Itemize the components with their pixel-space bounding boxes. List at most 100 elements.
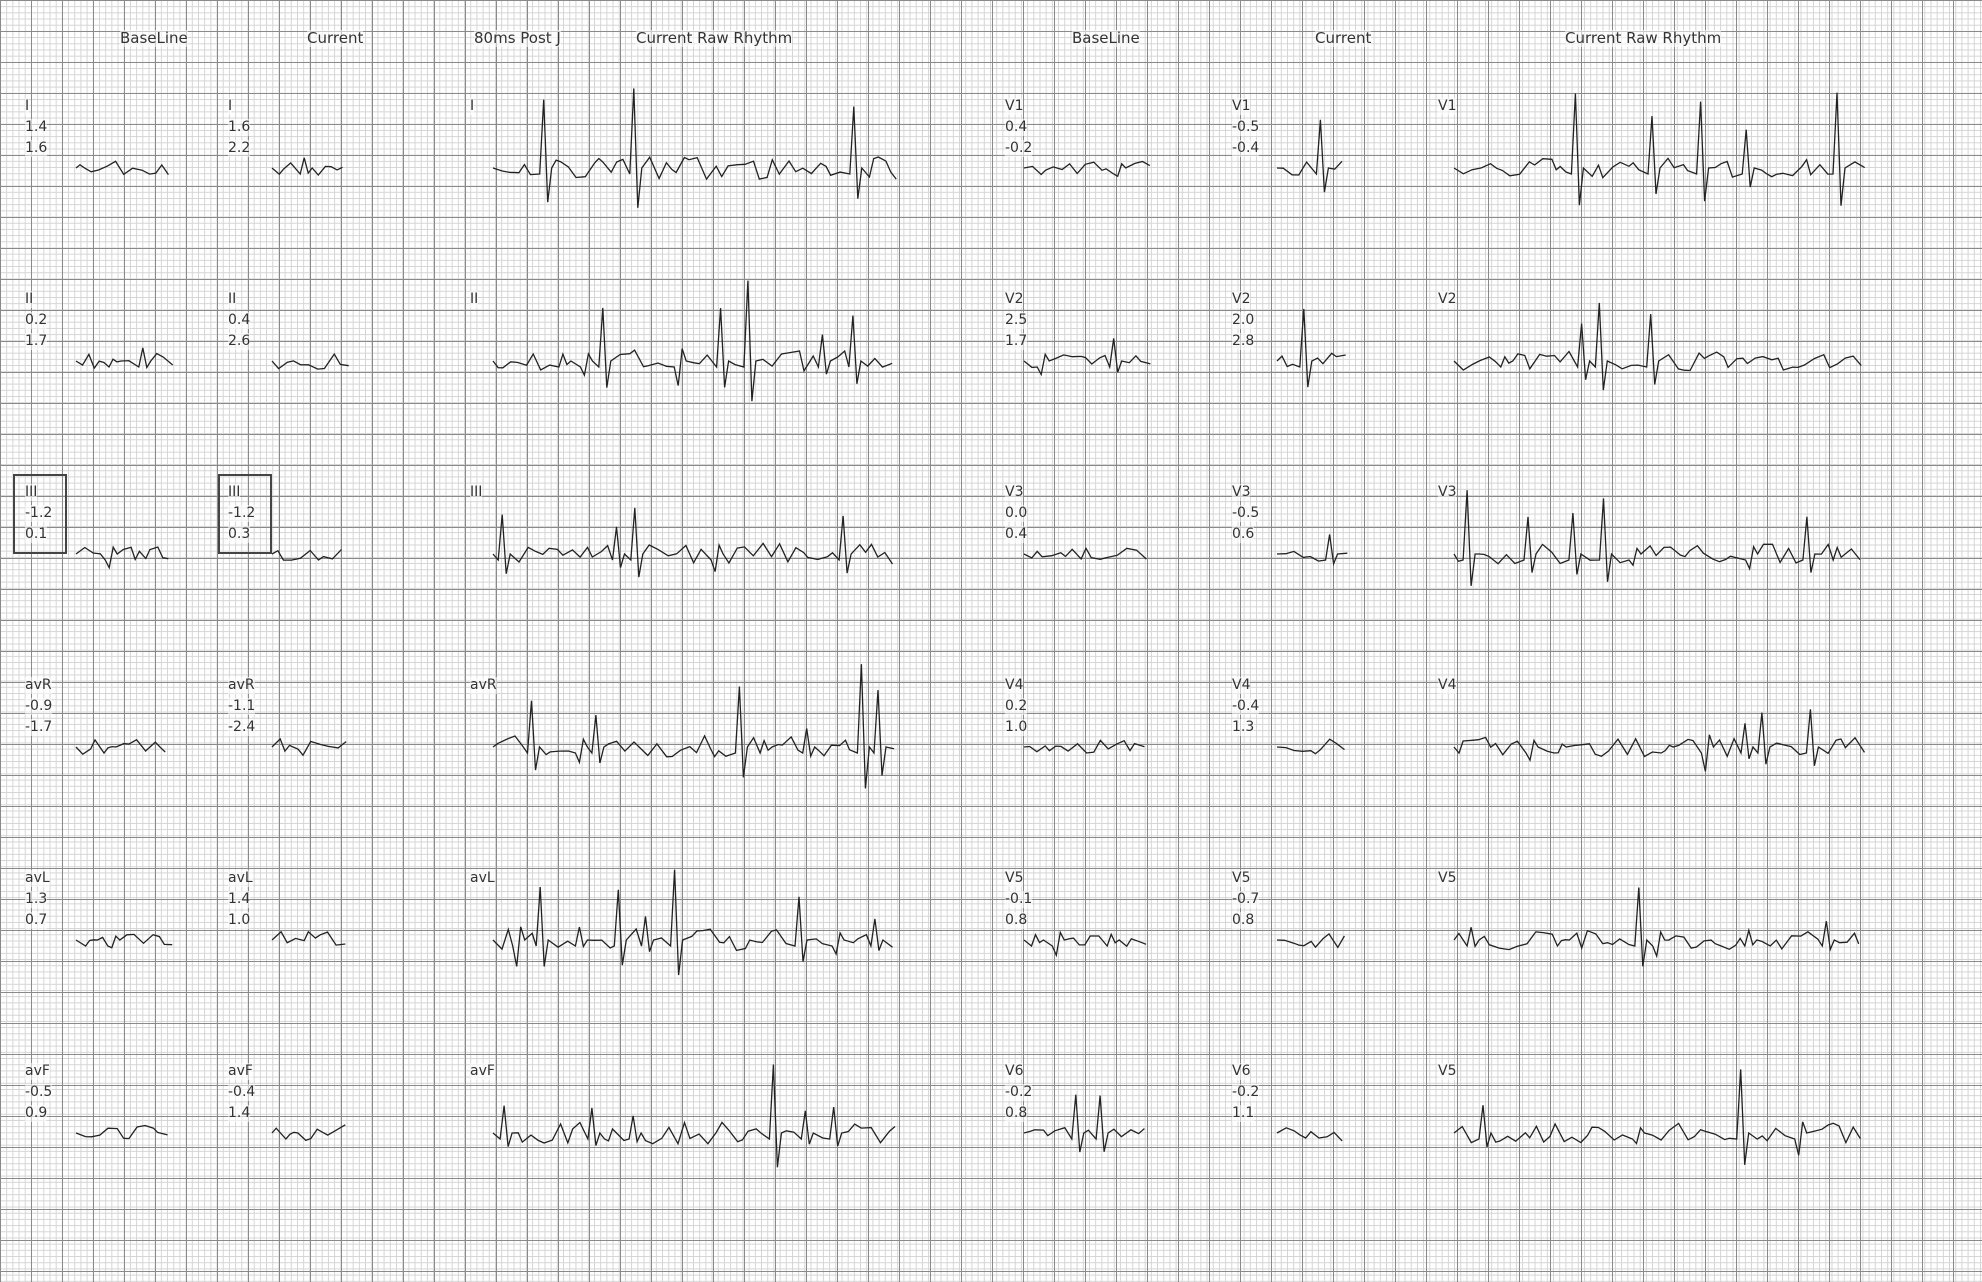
current-value: -0.4 bbox=[1232, 698, 1260, 715]
lead-label: V3 bbox=[1232, 484, 1251, 501]
baseline-value: 0.4 bbox=[1005, 119, 1028, 136]
ecg-trace bbox=[1023, 930, 1147, 958]
lead-label: V5 bbox=[1232, 870, 1251, 887]
lead-label: I bbox=[25, 98, 30, 115]
baseline-value: 0.2 bbox=[25, 312, 48, 329]
baseline-value: 1.6 bbox=[25, 140, 48, 157]
ecg-trace bbox=[1453, 709, 1866, 772]
lead-label: V5 bbox=[1005, 870, 1024, 887]
column-header: Current Raw Rhythm bbox=[636, 29, 793, 47]
lead-label: avF bbox=[228, 1063, 253, 1080]
lead-label: avL bbox=[228, 870, 253, 887]
ecg-trace bbox=[271, 549, 342, 561]
ecg-trace bbox=[75, 347, 174, 370]
lead-label: I bbox=[228, 98, 233, 115]
ecg-trace bbox=[1276, 534, 1348, 567]
baseline-value: 0.7 bbox=[25, 912, 48, 929]
current-value: 0.3 bbox=[228, 526, 251, 543]
baseline-value: 0.1 bbox=[25, 526, 48, 543]
ecg-trace bbox=[1453, 302, 1862, 391]
column-header: 80ms Post J bbox=[474, 29, 561, 47]
lead-label: V2 bbox=[1438, 291, 1457, 308]
lead-label: II bbox=[228, 291, 237, 308]
ecg-trace bbox=[1023, 546, 1147, 561]
baseline-value: -0.2 bbox=[1005, 140, 1033, 157]
lead-label: V3 bbox=[1005, 484, 1024, 501]
ecg-trace bbox=[75, 545, 169, 570]
lead-label: III bbox=[470, 484, 483, 501]
ecg-trace bbox=[75, 160, 169, 176]
column-header: Current Raw Rhythm bbox=[1565, 29, 1722, 47]
ecg-trace bbox=[1453, 490, 1861, 586]
current-value: 1.3 bbox=[1232, 719, 1255, 736]
baseline-value: 1.7 bbox=[1005, 333, 1028, 350]
lead-label: V6 bbox=[1232, 1063, 1251, 1080]
current-value: -1.2 bbox=[228, 505, 256, 522]
ecg-trace bbox=[492, 88, 897, 208]
current-value: 1.0 bbox=[228, 912, 251, 929]
current-value: 2.0 bbox=[1232, 312, 1255, 329]
ecg-trace bbox=[271, 1124, 346, 1142]
lead-label: avL bbox=[470, 870, 495, 887]
baseline-value: -0.2 bbox=[1005, 1084, 1033, 1101]
baseline-value: -1.7 bbox=[25, 719, 53, 736]
ecg-trace bbox=[492, 507, 894, 578]
lead-label: V1 bbox=[1005, 98, 1024, 115]
ecg-trace bbox=[1276, 738, 1345, 755]
lead-label: II bbox=[470, 291, 479, 308]
baseline-value: 1.3 bbox=[25, 891, 48, 908]
current-value: 2.2 bbox=[228, 140, 251, 157]
column-header: Current bbox=[307, 29, 364, 47]
lead-label: V4 bbox=[1232, 677, 1251, 694]
lead-label: III bbox=[228, 484, 241, 501]
lead-label: avF bbox=[25, 1063, 50, 1080]
baseline-value: 1.4 bbox=[25, 119, 48, 136]
lead-label: III bbox=[25, 484, 38, 501]
current-value: 0.6 bbox=[1232, 526, 1255, 543]
lead-label: V4 bbox=[1005, 677, 1024, 694]
current-value: 0.8 bbox=[1232, 912, 1255, 929]
current-value: 2.6 bbox=[228, 333, 251, 350]
lead-box bbox=[13, 474, 67, 554]
ecg-trace bbox=[492, 664, 895, 789]
current-value: 1.1 bbox=[1232, 1105, 1255, 1122]
ecg-trace bbox=[1023, 739, 1145, 754]
baseline-value: 0.4 bbox=[1005, 526, 1028, 543]
lead-label: V5 bbox=[1438, 1063, 1457, 1080]
lead-label: V2 bbox=[1232, 291, 1251, 308]
current-value: -0.4 bbox=[228, 1084, 256, 1101]
ecg-trace bbox=[271, 737, 347, 757]
baseline-value: -0.5 bbox=[25, 1084, 53, 1101]
ecg-trace bbox=[492, 1064, 896, 1168]
lead-label: V1 bbox=[1232, 98, 1251, 115]
baseline-value: -0.9 bbox=[25, 698, 53, 715]
baseline-value: 0.8 bbox=[1005, 1105, 1028, 1122]
baseline-value: 1.0 bbox=[1005, 719, 1028, 736]
ecg-trace bbox=[271, 352, 349, 370]
baseline-value: -1.2 bbox=[25, 505, 53, 522]
ecg-trace bbox=[1276, 308, 1346, 388]
ecg-trace bbox=[75, 1124, 168, 1140]
ecg-trace bbox=[75, 738, 166, 756]
ecg-trace bbox=[1453, 887, 1860, 967]
current-value: -0.5 bbox=[1232, 119, 1260, 136]
lead-label: V1 bbox=[1438, 98, 1457, 115]
ecg-trace bbox=[1023, 160, 1151, 178]
baseline-value: -0.1 bbox=[1005, 891, 1033, 908]
ecg-trace bbox=[1276, 1127, 1343, 1142]
lead-label: V3 bbox=[1438, 484, 1457, 501]
column-header: Current bbox=[1315, 29, 1372, 47]
current-value: -2.4 bbox=[228, 719, 256, 736]
lead-box bbox=[218, 474, 272, 554]
current-value: 1.4 bbox=[228, 891, 251, 908]
ecg-trace bbox=[1276, 119, 1343, 193]
lead-label: avR bbox=[228, 677, 255, 694]
column-header: BaseLine bbox=[1072, 29, 1140, 47]
current-value: -1.1 bbox=[228, 698, 256, 715]
column-header: BaseLine bbox=[120, 29, 188, 47]
baseline-value: 0.8 bbox=[1005, 912, 1028, 929]
current-value: 1.6 bbox=[228, 119, 251, 136]
ecg-trace bbox=[492, 869, 893, 976]
